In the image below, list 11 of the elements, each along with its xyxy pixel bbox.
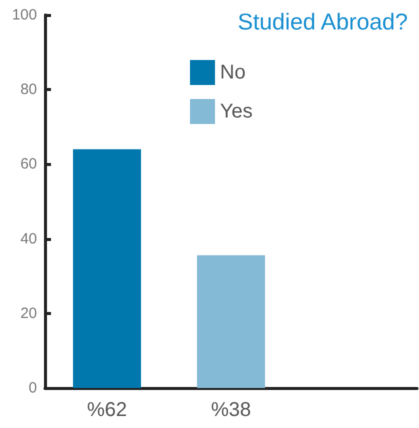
y-tick-label: 100 xyxy=(12,6,37,24)
y-tick-label: 80 xyxy=(20,81,37,98)
legend-title: Studied Abroad? xyxy=(238,8,408,34)
y-tick-label: 20 xyxy=(20,304,37,322)
x-tick-label: %38 xyxy=(210,399,252,421)
legend-label: No xyxy=(220,62,246,84)
y-tick-label: 60 xyxy=(20,156,37,173)
legend-label: Yes xyxy=(220,100,253,122)
x-tick-label: %62 xyxy=(86,399,128,421)
y-tick-label: 40 xyxy=(20,230,37,248)
y-tick-label: 0 xyxy=(28,380,37,396)
